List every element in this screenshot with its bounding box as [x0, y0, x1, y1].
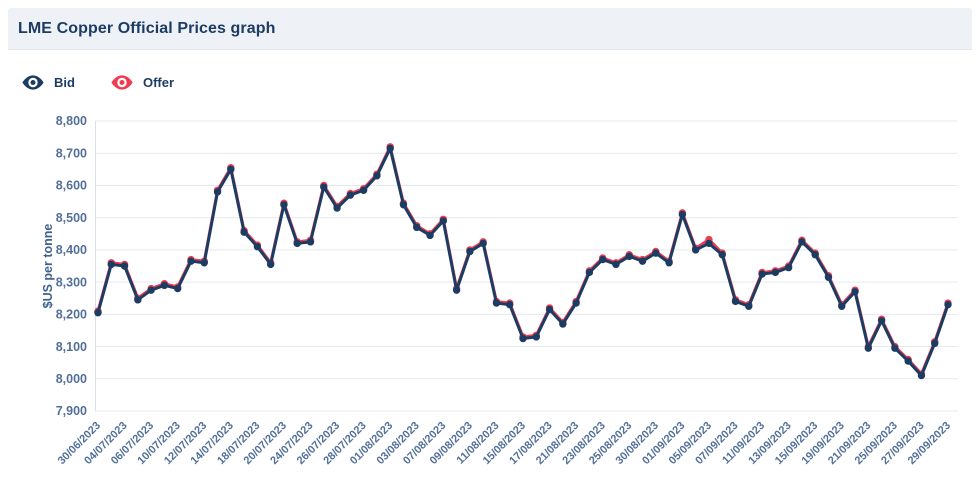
bid-data-point [94, 309, 102, 317]
bid-data-point [266, 260, 275, 269]
bid-data-point [811, 251, 819, 259]
bid-data-point [931, 339, 939, 348]
bid-data-point [306, 238, 315, 246]
bid-data-point [638, 257, 647, 265]
bid-data-point [413, 223, 421, 232]
bid-data-point [572, 299, 580, 307]
y-tick-label: 8,300 [56, 275, 87, 289]
bid-data-point [612, 260, 620, 269]
bid-data-point [293, 239, 301, 248]
bid-data-point [718, 251, 726, 259]
bid-data-point [798, 238, 806, 246]
bid-data-point [705, 239, 713, 248]
bid-data-point [691, 246, 700, 254]
bid-data-point [253, 242, 262, 251]
y-tick-label: 8,500 [56, 211, 87, 225]
bid-data-point [134, 296, 142, 304]
bid-data-point [771, 268, 780, 277]
bid-data-point [479, 239, 487, 248]
bid-data-point [240, 228, 248, 236]
bid-data-point [731, 297, 740, 306]
bid-data-point [320, 183, 328, 191]
bid-data-point [598, 255, 607, 264]
bid-data-point [466, 247, 474, 256]
bid-data-point [280, 201, 288, 209]
bid-data-point [665, 259, 673, 267]
bid-data-point [877, 317, 886, 325]
bid-data-point [120, 262, 129, 270]
bid-data-point [213, 188, 222, 196]
bid-data-point [333, 204, 341, 212]
bid-data-point [227, 165, 235, 174]
bid-data-point [758, 270, 766, 278]
bid-data-point [426, 231, 434, 240]
bid-data-point [532, 333, 540, 341]
bid-data-point [917, 371, 926, 380]
legend-label-bid: Bid [54, 74, 75, 90]
eye-icon [111, 74, 133, 90]
bid-data-point [187, 257, 195, 265]
bid-data-point [559, 320, 567, 328]
price-chart[interactable]: 8,800 8,700 8,600 8,500 8,400 8,300 8,200 8,100… [8, 106, 972, 496]
y-tick-label: 8,100 [56, 340, 87, 354]
bid-data-point [492, 299, 501, 307]
y-tick-label: 8,600 [56, 179, 87, 193]
bid-data-point [824, 273, 833, 281]
bid-data-point [838, 302, 846, 310]
y-tick-label: 8,700 [56, 146, 87, 160]
bid-data-point [359, 186, 368, 194]
y-tick-label: 8,200 [56, 308, 87, 322]
y-tick-label: 8,800 [56, 114, 87, 128]
page-title: LME Copper Official Prices graph [18, 19, 276, 37]
bid-data-point [652, 249, 660, 257]
bid-data-point [373, 172, 381, 180]
bid-data-point [904, 357, 912, 365]
bid-data-point [346, 191, 355, 199]
bid-data-point [585, 268, 594, 277]
bid-data-point [864, 344, 873, 352]
legend-item-bid[interactable]: Bid [22, 75, 75, 90]
bid-data-point [506, 300, 514, 309]
chart-legend: Bid Offer [22, 72, 972, 92]
bid-data-point [625, 252, 633, 261]
bid-data-point [173, 284, 182, 293]
bid-data-point [745, 302, 753, 310]
bid-data-point [891, 344, 899, 352]
legend-label-offer: Offer [142, 74, 175, 90]
eye-icon [22, 74, 44, 90]
chart-header: LME Copper Official Prices graph [8, 8, 972, 50]
bid-data-point [160, 281, 169, 290]
bid-data-point [200, 259, 208, 267]
bid-data-point [519, 334, 527, 343]
bid-data-point [784, 263, 793, 272]
bid-data-point [545, 305, 554, 314]
y-tick-label: 7,900 [56, 404, 87, 418]
bid-data-point [944, 300, 952, 309]
y-tick-label: 8,000 [56, 372, 87, 386]
bid-data-point [452, 286, 461, 294]
bid-data-point [107, 260, 115, 269]
bid-data-point [678, 210, 687, 219]
bid-data-point [851, 288, 859, 296]
bid-data-point [386, 144, 394, 153]
bid-data-point [147, 286, 155, 294]
y-tick-label: 8,400 [56, 243, 87, 257]
legend-item-offer[interactable]: Offer [111, 75, 174, 90]
bid-data-point [439, 217, 448, 225]
y-axis-title: $US per tonne [41, 224, 55, 309]
bid-data-point [399, 201, 408, 209]
